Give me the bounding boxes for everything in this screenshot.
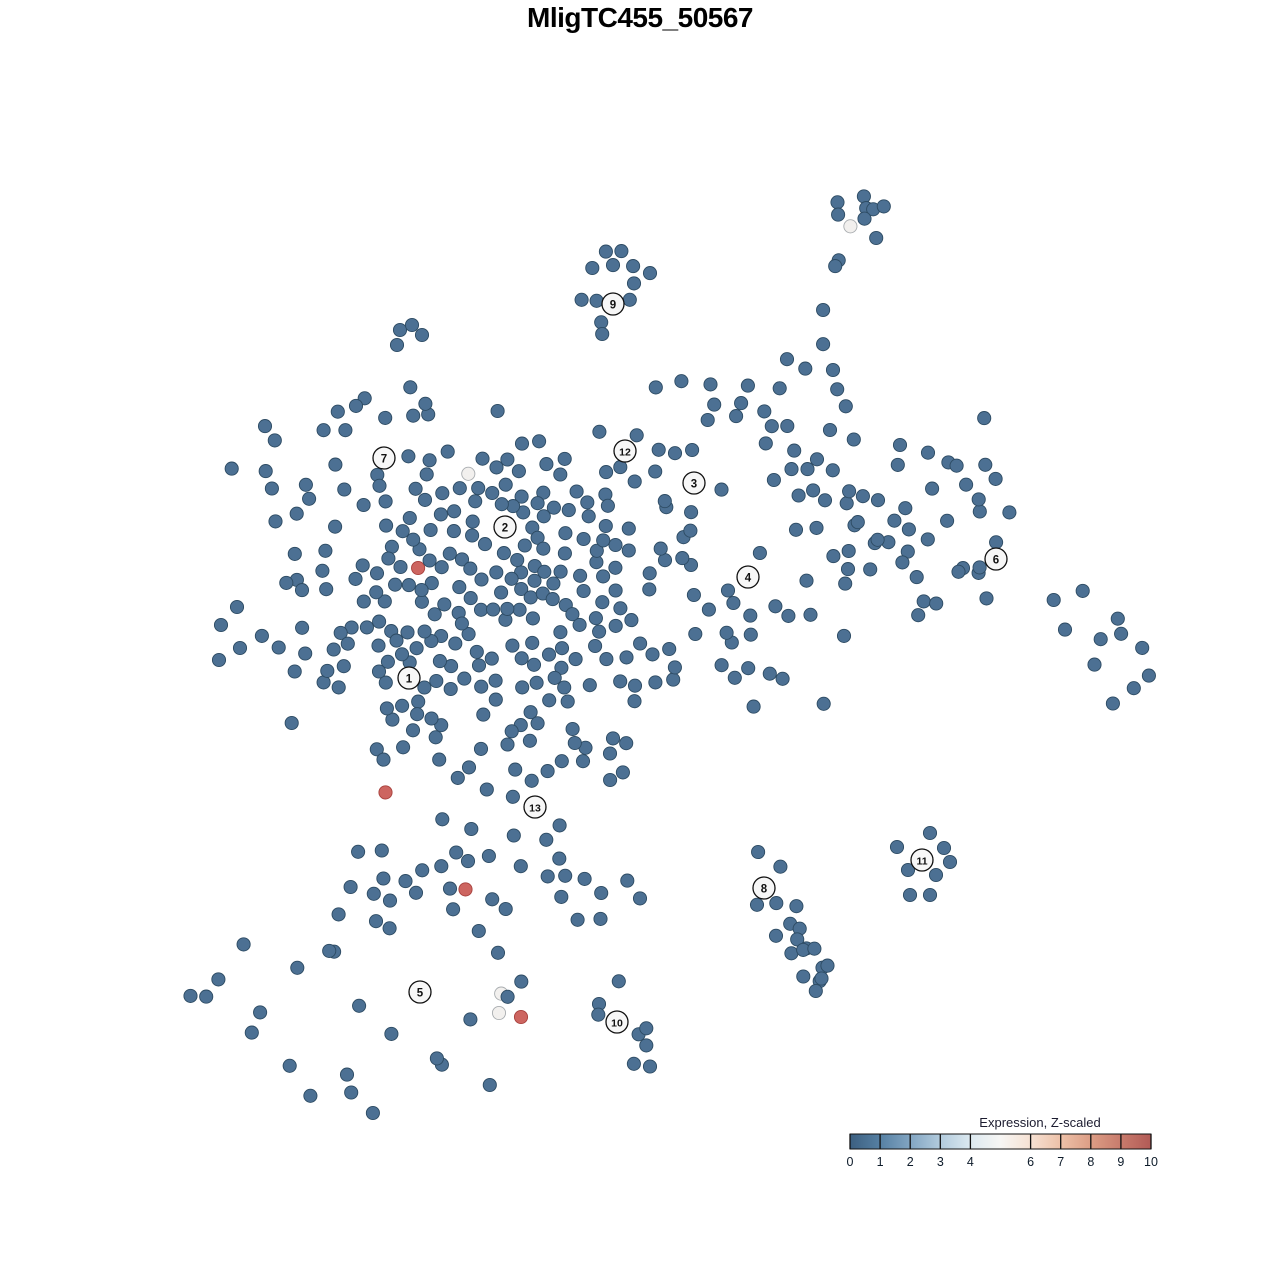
svg-text:5: 5 xyxy=(417,987,424,999)
svg-text:10: 10 xyxy=(611,1017,623,1029)
svg-text:8: 8 xyxy=(761,883,768,895)
svg-text:3: 3 xyxy=(937,1155,944,1169)
svg-text:12: 12 xyxy=(619,446,631,458)
svg-text:13: 13 xyxy=(529,802,541,814)
svg-text:9: 9 xyxy=(610,299,616,311)
svg-text:2: 2 xyxy=(907,1155,914,1169)
svg-text:7: 7 xyxy=(1057,1155,1064,1169)
svg-text:2: 2 xyxy=(502,522,508,534)
svg-text:7: 7 xyxy=(381,453,387,465)
svg-text:4: 4 xyxy=(745,572,752,584)
svg-text:Expression, Z-scaled: Expression, Z-scaled xyxy=(979,1115,1100,1130)
svg-text:10: 10 xyxy=(1144,1155,1158,1169)
svg-text:8: 8 xyxy=(1087,1155,1094,1169)
svg-text:1: 1 xyxy=(877,1155,884,1169)
svg-text:1: 1 xyxy=(406,673,413,685)
svg-text:6: 6 xyxy=(993,554,999,566)
svg-text:6: 6 xyxy=(1027,1155,1034,1169)
svg-text:3: 3 xyxy=(691,478,697,490)
svg-text:11: 11 xyxy=(916,855,927,867)
svg-text:9: 9 xyxy=(1117,1155,1124,1169)
svg-text:4: 4 xyxy=(967,1155,974,1169)
svg-text:0: 0 xyxy=(847,1155,854,1169)
